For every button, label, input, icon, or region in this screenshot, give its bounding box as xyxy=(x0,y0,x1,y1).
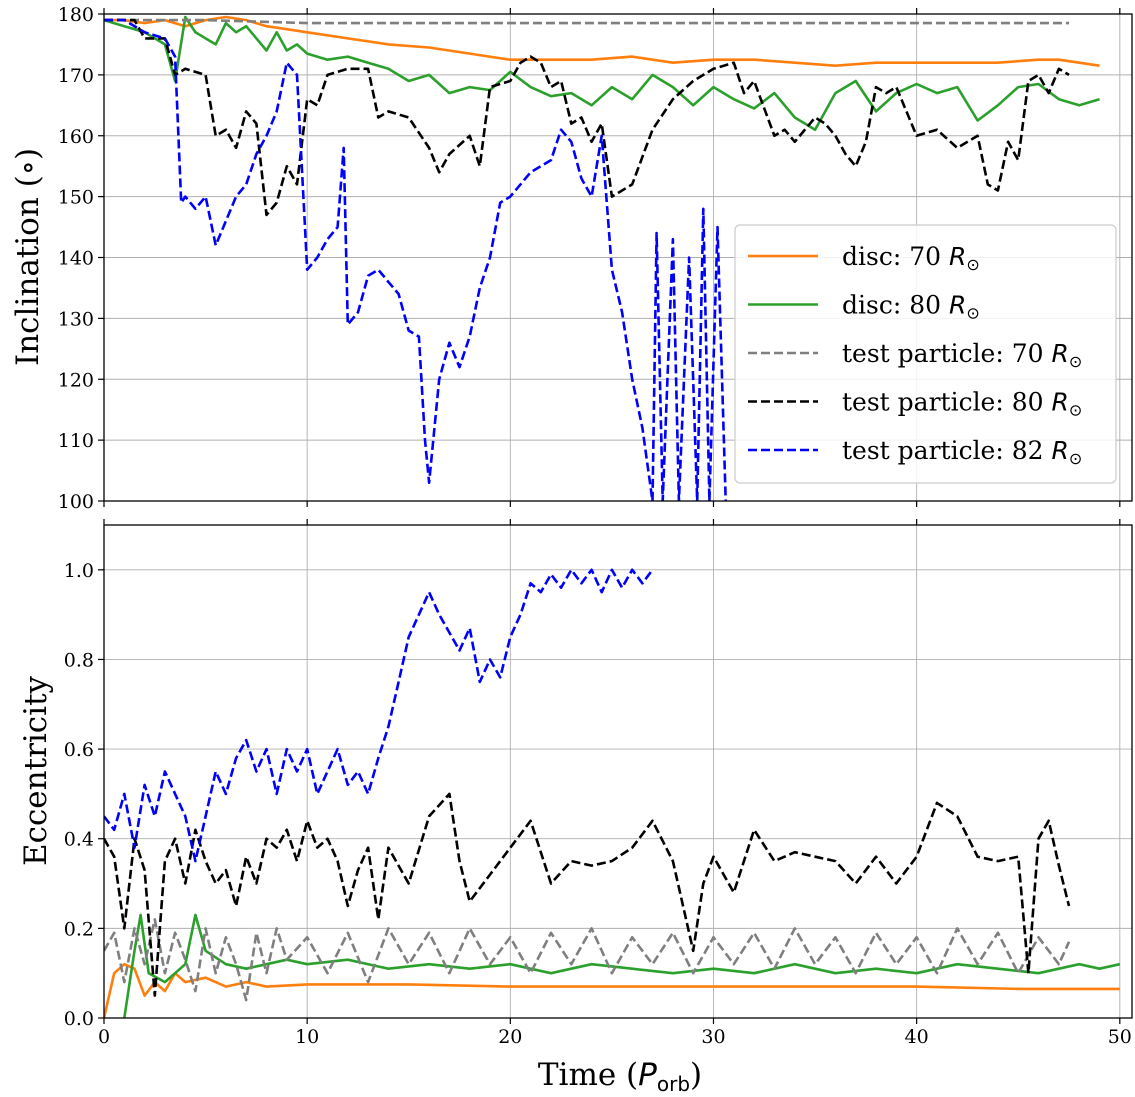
inclination-line-test-particle-80 xyxy=(104,18,1070,217)
time-tick-label: 10 xyxy=(295,1026,319,1048)
inclination-series xyxy=(104,15,1100,501)
inclination-tick-label: 100 xyxy=(58,491,94,513)
legend-label-test-particle-80: test particle: 80 R⊙ xyxy=(842,388,1082,420)
eccentricity-tick-label: 1.0 xyxy=(64,560,94,582)
eccentricity-line-test-particle-70 xyxy=(104,918,1071,1002)
eccentricity-panel: 0 10 20 30 40 50 0.0 0.2 0.4 0.6 0.8 1.0 Eccentrici… xyxy=(18,519,1133,1048)
inclination-line-test-particle-82 xyxy=(104,18,727,501)
eccentricity-tick-label: 0.4 xyxy=(64,829,94,851)
inclination-panel: 100 110 120 130 140 150 160 170 180 Inclination … xyxy=(10,4,1133,513)
legend-label-test-particle-70: test particle: 70 R⊙ xyxy=(842,339,1082,371)
legend-frame xyxy=(734,224,1117,484)
time-xlabel: Time (Porb) xyxy=(538,1057,702,1096)
time-tick-label: 50 xyxy=(1108,1026,1132,1048)
time-tick-label: 40 xyxy=(905,1026,929,1048)
legend-label-disc-70: disc: 70 R⊙ xyxy=(842,242,980,274)
time-tick-label: 20 xyxy=(498,1026,522,1048)
eccentricity-grid xyxy=(103,525,1132,1019)
eccentricity-series xyxy=(104,568,1121,1018)
eccentricity-line-test-particle-80 xyxy=(104,792,1071,997)
inclination-line-disc-80 xyxy=(104,15,1100,131)
eccentricity-axes-frame xyxy=(103,524,1133,1019)
eccentricity-line-test-particle-82 xyxy=(104,568,654,863)
inclination-tick-label: 120 xyxy=(58,369,94,391)
legend-label-test-particle-82: test particle: 82 R⊙ xyxy=(842,436,1082,468)
inclination-tick-label: 170 xyxy=(58,65,94,87)
eccentricity-tick-label: 0.0 xyxy=(64,1008,94,1030)
inclination-line-test-particle-70 xyxy=(104,18,1069,25)
eccentricity-line-disc-80 xyxy=(123,913,1121,1018)
legend: disc: 70 R⊙ disc: 80 R⊙ test particle: 70 … xyxy=(734,224,1117,484)
inclination-tick-label: 180 xyxy=(58,4,94,26)
eccentricity-line-disc-70 xyxy=(104,962,1120,1018)
inclination-tick-label: 150 xyxy=(58,187,94,209)
legend-label-disc-80: disc: 80 R⊙ xyxy=(842,291,980,323)
inclination-tick-label: 140 xyxy=(58,248,94,270)
time-tick-label: 0 xyxy=(98,1026,110,1048)
inclination-ylabel: Inclination (∘) xyxy=(10,148,46,366)
inclination-tick-label: 110 xyxy=(58,430,94,452)
eccentricity-tick-label: 0.8 xyxy=(64,649,94,671)
time-tick-label: 30 xyxy=(701,1026,725,1048)
eccentricity-tick-label: 0.6 xyxy=(64,739,94,761)
eccentricity-tick-label: 0.2 xyxy=(64,918,94,940)
inclination-ticks: 100 110 120 130 140 150 160 170 180 xyxy=(58,4,1121,513)
eccentricity-ticks: 0 10 20 30 40 50 0.0 0.2 0.4 0.6 0.8 1.0 xyxy=(64,519,1132,1048)
inclination-tick-label: 130 xyxy=(58,308,94,330)
inclination-tick-label: 160 xyxy=(58,126,94,148)
eccentricity-ylabel: Eccentricity xyxy=(18,675,54,866)
